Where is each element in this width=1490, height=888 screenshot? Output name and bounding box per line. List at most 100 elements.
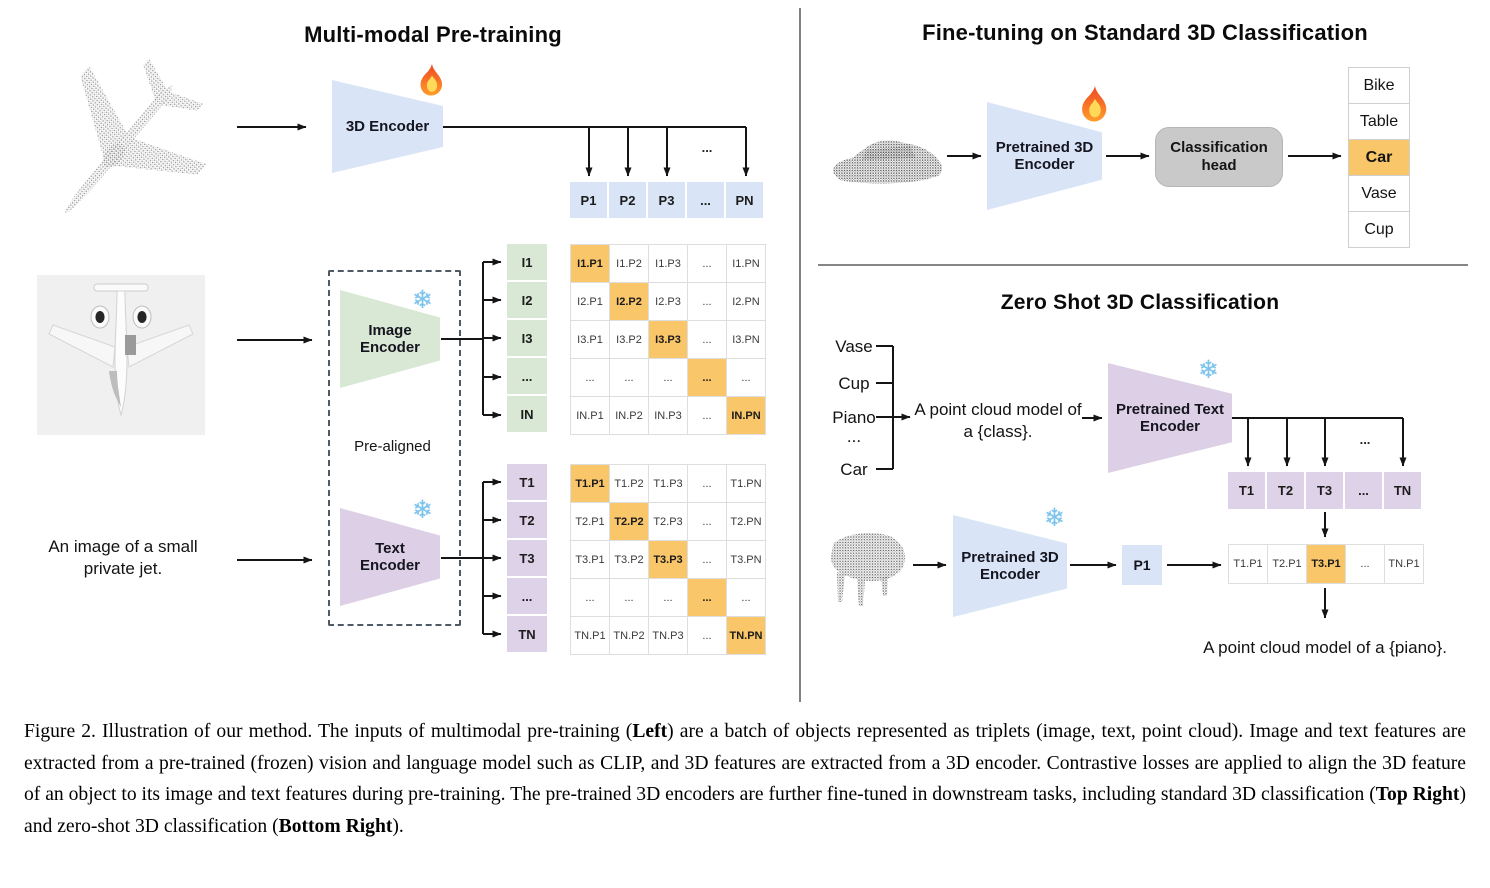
- 3d-encoder-label: 3D Encoder: [345, 117, 430, 135]
- figure-caption: Figure 2. Illustration of our method. Th…: [24, 716, 1466, 843]
- text-encoder: Text Encoder: [340, 508, 440, 606]
- image-matrix-cell: ...: [649, 359, 688, 397]
- image-matrix-cell: I3.PN: [727, 321, 766, 359]
- text-matrix-cell: T3.P3: [649, 541, 688, 579]
- similarity-matrix-text: T1.P1 T1.P2 T1.P3... T1.PN T2.P1 T2.P2 T2.P3..…: [570, 464, 766, 655]
- text-matrix-cell: T3.P1: [571, 541, 610, 579]
- text-matrix-cell: T2.P3: [649, 503, 688, 541]
- prompt-class-list: Vase Cup Piano... Car: [820, 0, 888, 500]
- pretrained-text-encoder-line1: Pretrained Text: [1115, 400, 1225, 418]
- pretrained-3d-encoder-finetune-line1: Pretrained 3D: [995, 138, 1094, 156]
- image-matrix-cell: I2.P2: [610, 283, 649, 321]
- pretrained-text-encoder: Pretrained Text Encoder: [1108, 363, 1232, 473]
- t-label-cell: ...: [507, 578, 547, 614]
- pretrained-3d-encoder-finetune-line2: Encoder: [1014, 156, 1075, 173]
- text-matrix-cell: ...: [649, 579, 688, 617]
- text-matrix-cell: ...: [610, 579, 649, 617]
- image-matrix-cell: IN.P1: [571, 397, 610, 435]
- classification-head: Classification head: [1155, 127, 1283, 187]
- p-branch-ellipsis: ...: [701, 140, 713, 155]
- i-label-cell: ...: [507, 358, 547, 394]
- zs-sim-cell: T1.P1: [1229, 545, 1268, 584]
- image-matrix-cell: IN.PN: [727, 397, 766, 435]
- p1-box: P1: [1122, 545, 1162, 585]
- prompt-class-label: ...: [846, 427, 862, 446]
- text-matrix-cell: T3.P2: [610, 541, 649, 579]
- caption-run: Left: [632, 721, 668, 742]
- caption-run: Figure 2. Illustration of our method. Th…: [24, 721, 633, 742]
- prompt-class-label: Car: [840, 460, 868, 479]
- caption-run: Top Right: [1375, 784, 1460, 806]
- text-encoder-label-line2: Encoder: [359, 557, 420, 574]
- result-text: A point cloud model of a {piano}.: [1203, 638, 1447, 657]
- point-cloud-airplane: [64, 58, 207, 215]
- t-branch-ellipsis: ...: [1359, 432, 1371, 447]
- p-cell: ...: [687, 182, 724, 218]
- caption-run: ) and zero-shot 3D classification (: [24, 784, 1466, 837]
- image-matrix-cell: ...: [688, 283, 727, 321]
- 3d-encoder: 3D Encoder: [332, 80, 443, 173]
- fire-icon: [420, 64, 443, 96]
- text-matrix-cell: T2.PN: [727, 503, 766, 541]
- image-text-prompt-line1: An image of a small: [48, 537, 198, 556]
- image-matrix-cell: ...: [688, 359, 727, 397]
- image-matrix-cell: I2.PN: [727, 283, 766, 321]
- airplane-image: [37, 275, 205, 435]
- zeroshot-similarity-row: T1.P1 T2.P1 T3.P1... TN.P1: [1228, 544, 1424, 584]
- class-row: Vase: [1349, 176, 1409, 212]
- text-encoder-label-line1: Text: [375, 539, 405, 557]
- text-matrix-cell: TN.P3: [649, 617, 688, 655]
- p-cell: P1: [570, 182, 607, 218]
- pre-aligned-box: [328, 270, 461, 626]
- text-feature-column: T1 T2 T3... TN: [507, 464, 547, 654]
- text-matrix-cell: T1.PN: [727, 465, 766, 503]
- text-matrix-cell: ...: [688, 579, 727, 617]
- image-matrix-cell: I3.P2: [610, 321, 649, 359]
- point-cloud-car: [833, 140, 942, 184]
- snowflake-icon: ❄: [1044, 504, 1065, 532]
- text-matrix-cell: ...: [688, 541, 727, 579]
- image-matrix-cell: ...: [571, 359, 610, 397]
- image-matrix-cell: I1.P2: [610, 245, 649, 283]
- zs-sim-cell: T3.P1: [1307, 545, 1346, 584]
- text-matrix-cell: T1.P3: [649, 465, 688, 503]
- zs-t-cell: ...: [1345, 472, 1382, 509]
- text-matrix-cell: ...: [688, 503, 727, 541]
- image-matrix-cell: I2.P3: [649, 283, 688, 321]
- pre-aligned-label: Pre-aligned: [354, 438, 431, 455]
- i-label-cell: I3: [507, 320, 547, 356]
- point-cloud-piano: [831, 532, 906, 606]
- i-label-cell: IN: [507, 396, 547, 432]
- prompt-text-line1: A point cloud model of: [914, 400, 1082, 419]
- zeroshot-panel-title: Zero Shot 3D Classification: [1000, 291, 1280, 314]
- text-matrix-cell: ...: [727, 579, 766, 617]
- image-text-prompt: An image of a small private jet.: [18, 536, 228, 580]
- image-matrix-cell: I3.P1: [571, 321, 610, 359]
- zeroshot-t-row: T1 T2 T3... TN: [1228, 472, 1423, 509]
- classification-head-line2: head: [1201, 157, 1237, 174]
- pretrained-3d-encoder-finetune: Pretrained 3D Encoder: [987, 102, 1102, 210]
- image-feature-column: I1 I2 I3... IN: [507, 244, 547, 434]
- finetune-panel-title: Fine-tuning on Standard 3D Classificatio…: [922, 20, 1368, 45]
- image-matrix-cell: ...: [688, 321, 727, 359]
- text-matrix-cell: T3.PN: [727, 541, 766, 579]
- text-matrix-cell: T2.P1: [571, 503, 610, 541]
- image-matrix-cell: I3.P3: [649, 321, 688, 359]
- text-matrix-cell: ...: [688, 465, 727, 503]
- fire-icon: [1082, 86, 1107, 122]
- image-matrix-cell: IN.P3: [649, 397, 688, 435]
- left-panel-title: Multi-modal Pre-training: [304, 22, 562, 47]
- t-label-cell: T3: [507, 540, 547, 576]
- t-label-cell: TN: [507, 616, 547, 652]
- text-matrix-cell: TN.PN: [727, 617, 766, 655]
- image-matrix-cell: I2.P1: [571, 283, 610, 321]
- text-matrix-cell: TN.P2: [610, 617, 649, 655]
- image-matrix-cell: ...: [688, 245, 727, 283]
- image-text-prompt-line2: private jet.: [83, 558, 163, 578]
- image-matrix-cell: ...: [610, 359, 649, 397]
- class-row: Bike: [1349, 68, 1409, 104]
- text-matrix-cell: TN.P1: [571, 617, 610, 655]
- caption-run: ) are a batch of objects represented as …: [24, 721, 1467, 806]
- zs-t-cell: T2: [1267, 472, 1304, 509]
